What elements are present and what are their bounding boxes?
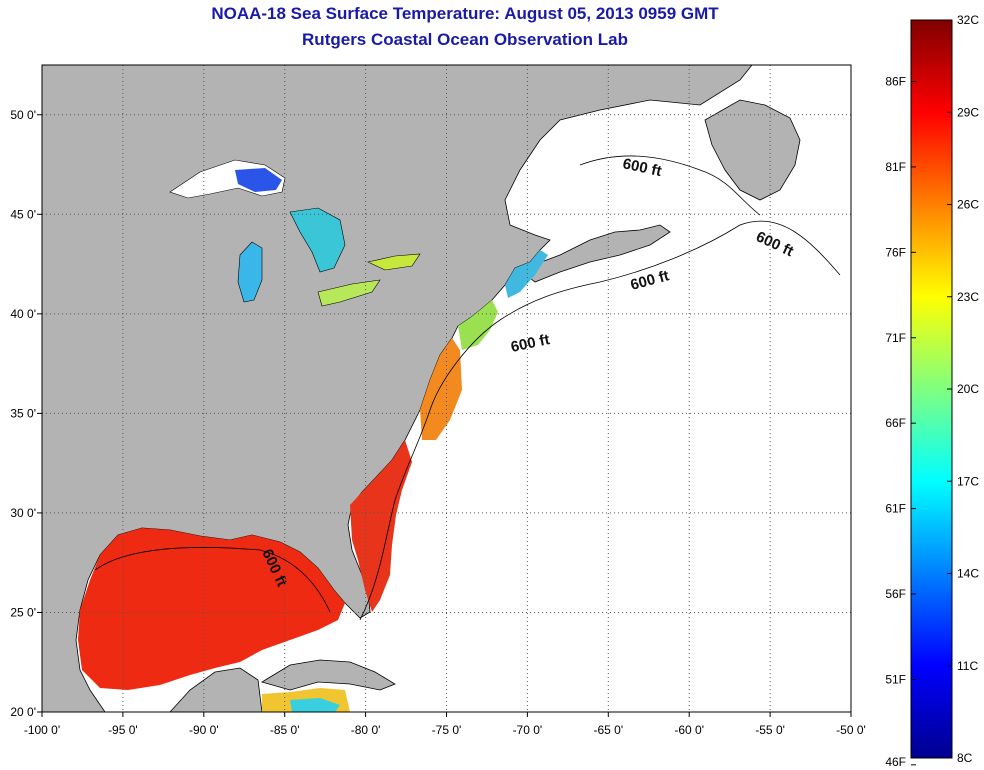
land-yucatan bbox=[169, 667, 263, 712]
colorbar-label-fahrenheit: 76F bbox=[885, 245, 906, 259]
x-tick-label: -75 0' bbox=[432, 723, 462, 737]
map-title: NOAA-18 Sea Surface Temperature: August … bbox=[211, 4, 719, 23]
colorbar-label-celsius: 8C bbox=[957, 751, 973, 765]
y-tick-label: 45 0' bbox=[10, 207, 36, 221]
colorbar-label-celsius: 26C bbox=[957, 198, 979, 212]
colorbar-label-fahrenheit: 61F bbox=[885, 502, 906, 516]
land-maritimes bbox=[519, 224, 671, 283]
x-tick-label: -70 0' bbox=[513, 723, 543, 737]
colorbar-label-celsius: 14C bbox=[957, 567, 979, 581]
colorbar-label-fahrenheit: 46F bbox=[885, 755, 906, 769]
x-tick-label: -80 0' bbox=[351, 723, 381, 737]
y-tick-label: 25 0' bbox=[10, 605, 36, 619]
great-lakes bbox=[169, 159, 421, 307]
latitude-axis: 50 0' 45 0' 40 0' 35 0' 30 0' 25 0' 20 0' bbox=[10, 108, 42, 719]
land-newfoundland bbox=[704, 99, 801, 201]
sst-gulf-of-maine bbox=[505, 250, 548, 298]
colorbar-label-fahrenheit: 66F bbox=[885, 416, 906, 430]
y-tick-label: 30 0' bbox=[10, 506, 36, 520]
y-tick-label: 40 0' bbox=[10, 307, 36, 321]
isobath-lines bbox=[94, 155, 841, 621]
x-tick-label: -50 0' bbox=[836, 723, 866, 737]
sst-caribbean-cool bbox=[290, 698, 340, 712]
colorbar-label-celsius: 11C bbox=[957, 659, 978, 673]
x-tick-label: -85 0' bbox=[270, 723, 300, 737]
colorbar-label-celsius: 17C bbox=[957, 474, 979, 488]
colorbar-label-celsius: 32C bbox=[957, 13, 979, 27]
colorbar-label-celsius: 20C bbox=[957, 382, 979, 396]
colorbar-label-fahrenheit: 51F bbox=[885, 672, 906, 686]
sst-atlantic-northeast bbox=[458, 300, 498, 350]
colorbar-label-fahrenheit: 71F bbox=[885, 331, 906, 345]
sst-gulf-of-mexico bbox=[78, 528, 345, 690]
y-tick-label: 50 0' bbox=[10, 108, 36, 122]
colorbar-label-celsius: 23C bbox=[957, 290, 979, 304]
colorbar-label-fahrenheit: 56F bbox=[885, 587, 906, 601]
x-tick-label: -95 0' bbox=[108, 723, 138, 737]
graticule bbox=[42, 65, 851, 712]
colorbar-label-fahrenheit: 81F bbox=[885, 160, 906, 174]
colorbar-label-celsius: 29C bbox=[957, 105, 979, 119]
sst-atlantic-midatlantic bbox=[420, 338, 462, 440]
land-cuba bbox=[261, 659, 396, 691]
y-tick-label: 20 0' bbox=[10, 705, 36, 719]
longitude-axis: -100 0' -95 0' -90 0' -85 0' -80 0' -75 0' -70… bbox=[24, 712, 866, 737]
x-tick-label: -100 0' bbox=[24, 723, 60, 737]
y-tick-label: 35 0' bbox=[10, 406, 36, 420]
colorbar-ticks: 32C 29C 26C 23C 20C 17C 14C 11C 8C 86F 81F 76F 71F 66… bbox=[885, 13, 979, 769]
colorbar-label-fahrenheit: 86F bbox=[885, 75, 906, 89]
x-tick-label: -55 0' bbox=[755, 723, 785, 737]
map-subtitle: Rutgers Coastal Ocean Observation Lab bbox=[302, 30, 628, 49]
colorbar bbox=[910, 19, 953, 759]
x-tick-label: -60 0' bbox=[674, 723, 704, 737]
x-tick-label: -90 0' bbox=[189, 723, 219, 737]
x-tick-label: -65 0' bbox=[593, 723, 623, 737]
